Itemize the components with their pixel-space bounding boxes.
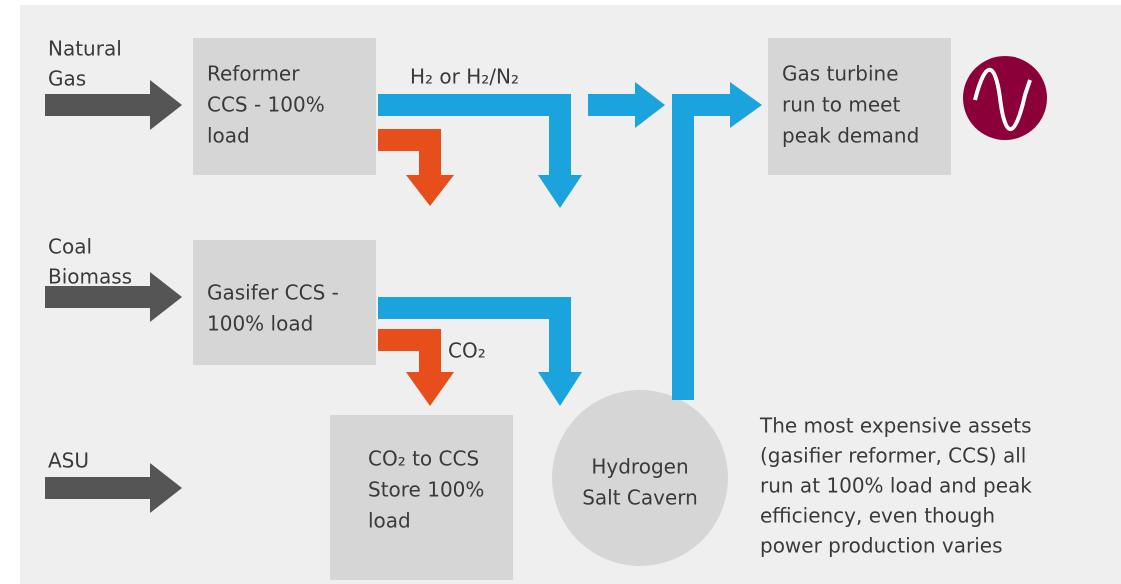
- reformer-label: CCS - 100%: [207, 93, 325, 117]
- co2-arrows: [378, 129, 441, 378]
- gasifier-box: [193, 240, 376, 365]
- note-line: efficiency, even though: [760, 504, 995, 528]
- reformer-label: load: [207, 124, 250, 148]
- co2-label: CO₂: [448, 339, 486, 363]
- note-line: power production varies: [760, 534, 1003, 558]
- turbine-label: peak demand: [782, 124, 919, 148]
- co2-store-label: Store 100%: [368, 478, 484, 502]
- hydrogen-label: H₂ or H₂/N₂: [410, 65, 519, 89]
- cavern-circle: [552, 390, 728, 566]
- turbine-label: Gas turbine: [782, 62, 899, 86]
- co2-arrowheads: [406, 175, 454, 406]
- input-label: Coal: [48, 235, 92, 259]
- note-line: (gasifier reformer, CCS) all: [760, 444, 1026, 468]
- input-label: ASU: [48, 449, 89, 473]
- cavern-label: Hydrogen: [591, 455, 688, 479]
- input-label: Gas: [48, 67, 86, 91]
- co2-store-label: CO₂ to CCS: [368, 447, 479, 471]
- reformer-box: [193, 38, 376, 175]
- gasifier-label: 100% load: [207, 312, 313, 336]
- gasifier-label: Gasifer CCS -: [207, 281, 339, 305]
- input-arrows: [45, 80, 182, 513]
- co2-store-label: load: [368, 509, 411, 533]
- logo-wave: [973, 67, 1032, 132]
- co2-store-box: [330, 415, 513, 580]
- hydrogen-arrowheads: [538, 82, 762, 406]
- turbine-label: run to meet: [782, 93, 900, 117]
- reformer-label: Reformer: [207, 62, 300, 86]
- note-line: The most expensive assets: [759, 414, 1032, 438]
- input-label: Biomass: [48, 265, 132, 289]
- note-line: run at 100% load and peak: [760, 474, 1032, 498]
- cavern-label: Salt Cavern: [582, 486, 698, 510]
- turbine-box: [768, 38, 951, 175]
- input-label: Natural: [48, 37, 122, 61]
- hydrogen-arrows: [378, 94, 735, 400]
